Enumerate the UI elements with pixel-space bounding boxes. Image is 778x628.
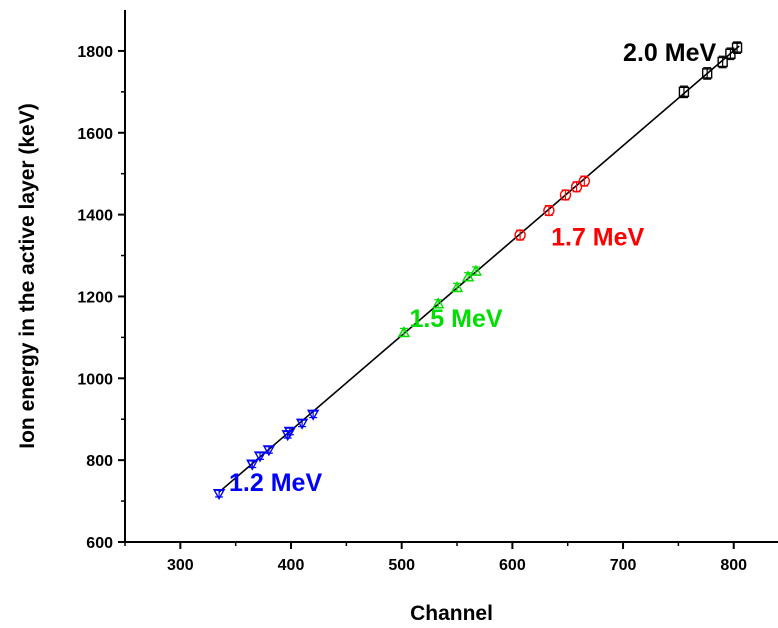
- annotations: 2.0 MeV 1.7 MeV 1.5 MeV 1.2 MeV: [229, 39, 716, 497]
- data-point: [559, 189, 572, 201]
- data-point: [461, 270, 475, 282]
- series-annotation: 1.2 MeV: [229, 469, 322, 497]
- y-axis-title: Ion energy in the active layer (keV): [16, 103, 39, 448]
- x-axis-title: Channel: [410, 602, 493, 625]
- data-point: [701, 68, 713, 79]
- plot-area: [124, 10, 778, 543]
- data-point: [253, 451, 267, 463]
- series-annotation: 1.5 MeV: [409, 305, 502, 333]
- y-tick-label: 600: [86, 535, 113, 552]
- data-point: [432, 297, 445, 309]
- x-axis: 300 400 500 600 700 800: [124, 542, 747, 574]
- data-point: [717, 56, 728, 68]
- series-annotation: 2.0 MeV: [623, 39, 716, 67]
- x-tick-label: 300: [167, 557, 194, 574]
- data-point: [543, 204, 555, 217]
- y-tick-label: 1000: [77, 371, 113, 388]
- data-point: [450, 281, 464, 293]
- x-tick-label: 600: [499, 557, 526, 574]
- fit-line-group: [218, 45, 740, 493]
- data-point: [514, 229, 526, 241]
- x-tick-label: 500: [388, 557, 415, 574]
- data-points: [212, 41, 743, 501]
- data-point: [262, 445, 276, 457]
- data-point: [678, 86, 690, 98]
- x-tick-label: 400: [278, 557, 305, 574]
- data-point: [212, 489, 226, 501]
- y-tick-label: 1200: [77, 289, 113, 306]
- x-tick-label: 800: [720, 557, 747, 574]
- data-point: [731, 42, 743, 53]
- fit-line: [218, 45, 740, 493]
- x-tick-label: 700: [610, 557, 637, 574]
- data-point: [283, 426, 297, 438]
- data-point: [570, 181, 583, 193]
- data-point: [246, 459, 259, 471]
- data-point: [397, 326, 411, 338]
- y-tick-label: 1600: [77, 126, 113, 143]
- y-tick-label: 800: [86, 453, 113, 470]
- data-point: [578, 175, 591, 187]
- data-point: [469, 264, 483, 276]
- y-tick-label: 1800: [77, 44, 113, 61]
- data-point: [306, 409, 320, 421]
- y-tick-label: 1400: [77, 208, 113, 225]
- y-axis: 600 800 1000 1200 1400 1600 1800: [77, 44, 125, 552]
- data-point: [295, 418, 309, 430]
- series-annotation: 1.7 MeV: [551, 223, 644, 251]
